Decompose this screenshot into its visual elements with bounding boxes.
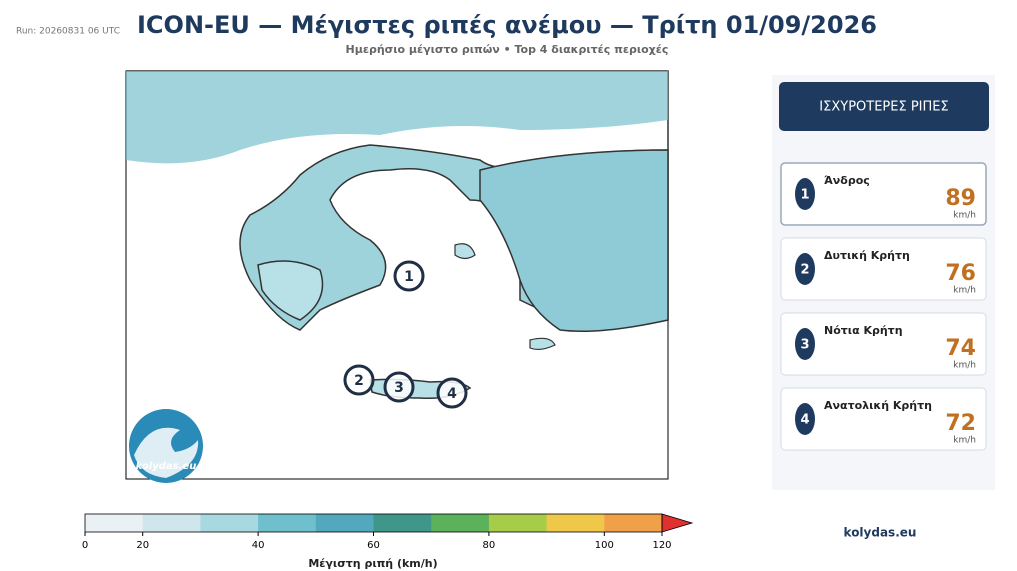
rank-badge (795, 253, 815, 285)
item-name: Ανατολική Κρήτη (824, 399, 932, 412)
colorbar-tick-label: 100 (595, 540, 614, 551)
colorbar-extend (661, 513, 694, 533)
marker-label: 4 (447, 386, 457, 402)
colorbar: 0 20 40 60 80 100 120 (82, 513, 694, 551)
colorbar-bin (604, 514, 663, 532)
land-east (479, 149, 669, 332)
marker-label: 1 (404, 269, 414, 285)
run-label: Run: 20260831 06 UTC (16, 27, 120, 37)
marker (343, 364, 375, 396)
colorbar-bin (546, 514, 605, 532)
rank-badge (795, 328, 815, 360)
logo-wave (134, 427, 199, 478)
item-card (780, 387, 987, 451)
item-unit: km/h (953, 361, 976, 371)
item-card (780, 312, 987, 376)
colorbar-bin (200, 514, 259, 532)
colorbar-tick-label: 40 (252, 540, 265, 551)
item-value: 89 (945, 186, 976, 211)
colorbar-bin (431, 514, 490, 532)
item-value: 72 (945, 411, 976, 436)
colorbar-label: Μέγιστη ριπή (km/h) (308, 557, 437, 570)
colorbar-bin (258, 514, 317, 532)
colorbar-bin (85, 514, 144, 532)
colorbar-tick-label: 120 (652, 540, 671, 551)
colorbar-bin (315, 514, 374, 532)
colorbar-tick-label: 20 (136, 540, 149, 551)
marker-label: 2 (354, 373, 364, 389)
marker (436, 377, 468, 409)
rank-badge (795, 178, 815, 210)
item-name: Δυτική Κρήτη (824, 249, 910, 262)
rank-badge (795, 403, 815, 435)
subtitle: Ημερήσιο μέγιστο ριπών • Top 4 διακριτές… (346, 43, 669, 56)
item-unit: km/h (953, 436, 976, 446)
item-unit: km/h (953, 211, 976, 221)
rank: 2 (800, 263, 809, 278)
rank: 3 (800, 338, 809, 353)
islands (454, 243, 556, 351)
colorbar-bin (142, 514, 201, 532)
colorbar-tick-label: 60 (367, 540, 380, 551)
item-card (780, 162, 987, 226)
panel-header (779, 82, 989, 131)
rank: 4 (800, 413, 809, 428)
panel-title: ΙΣΧΥΡΟΤΕΡΕΣ ΡΙΠΕΣ (819, 100, 948, 115)
item-name: Νότια Κρήτη (824, 324, 903, 337)
colorbar-tick-label: 0 (82, 540, 88, 551)
colorbar-tick-label: 80 (483, 540, 496, 551)
item-name: Άνδρος (824, 174, 870, 187)
title: ICON-EU — Μέγιστες ριπές ανέμου — Τρίτη … (137, 11, 877, 39)
item-value: 74 (945, 336, 976, 361)
land-shade (126, 71, 668, 164)
marker (393, 260, 425, 292)
colorbar-bin (488, 514, 548, 532)
colorbar-bin (373, 514, 432, 532)
item-value: 76 (945, 261, 976, 286)
map-markers: 1 2 3 4 (343, 260, 468, 409)
peninsula (257, 260, 324, 321)
item-unit: km/h (953, 286, 976, 296)
logo-text: kolydas.eu (136, 461, 197, 472)
item-card (780, 237, 987, 301)
marker (383, 371, 415, 403)
map: kolydas.eu (125, 70, 669, 483)
marker-label: 3 (394, 380, 404, 396)
rank: 1 (800, 188, 809, 203)
footer: kolydas.eu (844, 526, 917, 540)
